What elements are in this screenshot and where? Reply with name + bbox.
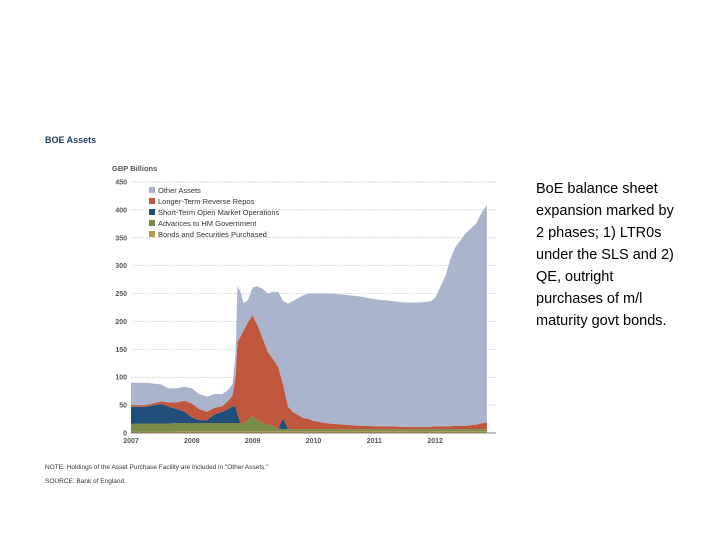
- legend-swatch: [149, 231, 155, 237]
- x-tick-label: 2011: [367, 438, 382, 445]
- x-tick-label: 2009: [245, 438, 261, 445]
- y-tick-label: 200: [115, 319, 127, 326]
- series-area-other-assets: [131, 204, 487, 427]
- legend-label: Bonds and Securities Purchased: [158, 230, 267, 239]
- chart-title: BOE Assets: [45, 135, 96, 145]
- chart-note: NOTE: Holdings of the Asset Purchase Fac…: [45, 464, 269, 471]
- series-area-short-term-open-market-operations: [131, 403, 487, 430]
- legend: Other Assets Longer-Term Reverse Repos Sho…: [149, 186, 280, 239]
- x-tick-label: 2008: [184, 438, 200, 445]
- y-tick-label: 450: [115, 180, 127, 187]
- legend-swatch: [149, 187, 155, 193]
- y-tick-labels: 0 50 100 150 200 250 300 350 400 450: [115, 180, 127, 438]
- caption-line: under the SLS and 2): [536, 247, 674, 263]
- legend-label: Longer-Term Reverse Repos: [158, 197, 255, 206]
- caption-line: 2 phases; 1) LTR0s: [536, 225, 662, 241]
- series-area-advances-to-hm-government: [131, 415, 487, 432]
- x-tick-label: 2012: [427, 438, 443, 445]
- y-tick-label: 250: [115, 291, 127, 298]
- y-tick-label: 0: [123, 431, 127, 438]
- caption-line: BoE balance sheet: [536, 181, 658, 197]
- y-axis-unit-label: GBP Billions: [112, 164, 157, 173]
- legend-swatch: [149, 220, 155, 226]
- y-tick-label: 150: [115, 347, 127, 354]
- x-tick-labels: 2007 2008 2009 2010 2011 2012: [123, 438, 443, 445]
- caption-line: purchases of m/l: [536, 291, 643, 307]
- legend-label: Other Assets: [158, 186, 201, 195]
- legend-swatch: [149, 198, 155, 204]
- legend-swatch: [149, 209, 155, 215]
- x-tick-label: 2007: [123, 438, 139, 445]
- series-area-bonds-and-securities-purchased: [131, 431, 487, 433]
- caption-line: maturity govt bonds.: [536, 313, 667, 329]
- caption: BoE balance sheet expansion marked by 2 …: [536, 178, 706, 332]
- y-tick-label: 50: [119, 403, 127, 410]
- caption-line: QE, outright: [536, 269, 614, 285]
- x-tick-label: 2010: [306, 438, 322, 445]
- plot-areas: [131, 204, 496, 434]
- y-tick-label: 350: [115, 235, 127, 242]
- y-tick-label: 400: [115, 207, 127, 214]
- y-tick-label: 300: [115, 263, 127, 270]
- legend-label: Short-Term Open Market Operations: [158, 208, 280, 217]
- y-tick-label: 100: [115, 375, 127, 382]
- legend-label: Advances to HM Government: [158, 219, 257, 228]
- caption-line: expansion marked by: [536, 203, 674, 219]
- chart-source: SOURCE: Bank of England.: [45, 478, 126, 485]
